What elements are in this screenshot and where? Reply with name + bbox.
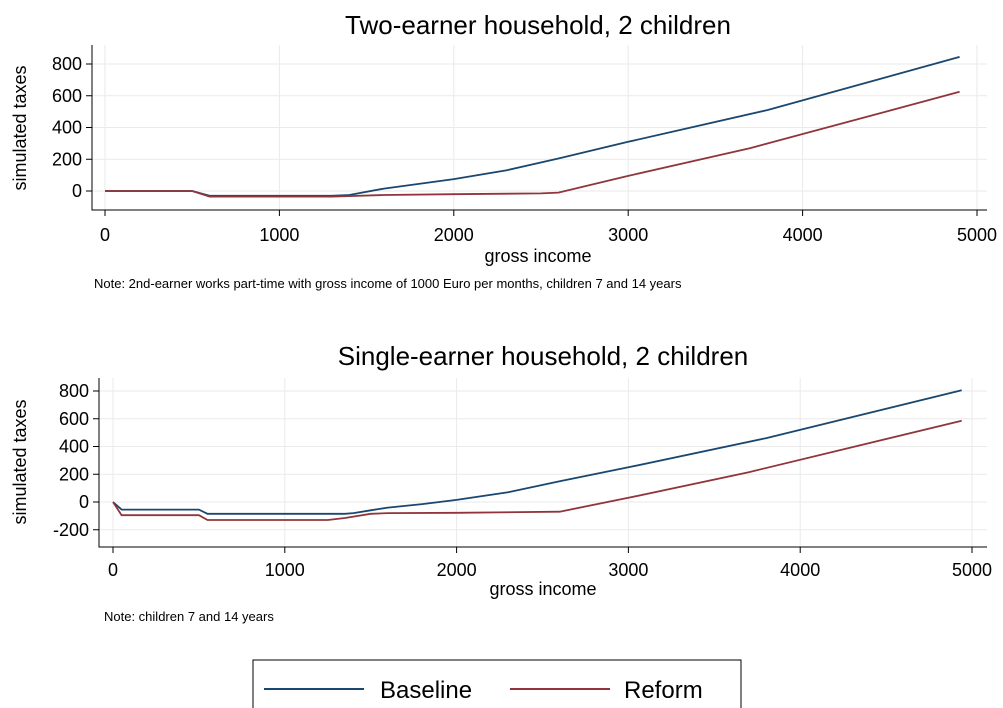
chart-title: Single-earner household, 2 children (338, 341, 749, 371)
series-line-reform (105, 90, 960, 198)
x-tick-label: 3000 (608, 560, 648, 580)
y-tick-label: 800 (52, 54, 82, 74)
y-tick-label: 200 (59, 464, 89, 484)
x-tick-label: 2000 (434, 225, 474, 245)
x-axis-label: gross income (484, 246, 591, 266)
y-tick-label: -200 (53, 520, 89, 540)
x-tick-label: 5000 (952, 560, 992, 580)
series-line-reform (112, 419, 962, 521)
x-tick-label: 1000 (259, 225, 299, 245)
x-tick-label: 4000 (783, 225, 823, 245)
legend-box (252, 659, 742, 708)
y-tick-label: 400 (52, 118, 82, 138)
x-axis-label: gross income (489, 579, 596, 599)
legend-reform-label: Reform (624, 677, 703, 704)
y-tick-label: 600 (52, 86, 82, 106)
y-tick-label: 200 (52, 149, 82, 169)
x-tick-label: 4000 (780, 560, 820, 580)
legend-baseline-label: Baseline (380, 677, 472, 704)
y-axis-label: simulated taxes (10, 65, 30, 190)
panel-two-earner: Two-earner household, 2 children 0 1000 20… (10, 10, 997, 291)
x-tick-label: 2000 (437, 560, 477, 580)
y-axis-label: simulated taxes (10, 399, 30, 524)
x-tick-label: 3000 (608, 225, 648, 245)
x-tick-label: 5000 (957, 225, 997, 245)
axes (91, 45, 987, 211)
panel-single-earner: Single-earner household, 2 children 0 100… (10, 341, 992, 624)
x-tick-label: 0 (108, 560, 118, 580)
axes (98, 378, 987, 548)
y-tick-label: 0 (72, 181, 82, 201)
y-tick-label: 800 (59, 381, 89, 401)
x-tick-label: 0 (100, 225, 110, 245)
x-tick-label: 1000 (265, 560, 305, 580)
chart-title: Two-earner household, 2 children (345, 10, 731, 40)
panel-note: Note: children 7 and 14 years (104, 609, 274, 624)
series-line-baseline (112, 389, 962, 515)
y-tick-label: 600 (59, 409, 89, 429)
y-tick-label: 0 (79, 492, 89, 512)
y-tick-label: 400 (59, 437, 89, 457)
panel-note: Note: 2nd-earner works part-time with gr… (94, 276, 682, 291)
legend: Baseline Reform (252, 659, 742, 708)
